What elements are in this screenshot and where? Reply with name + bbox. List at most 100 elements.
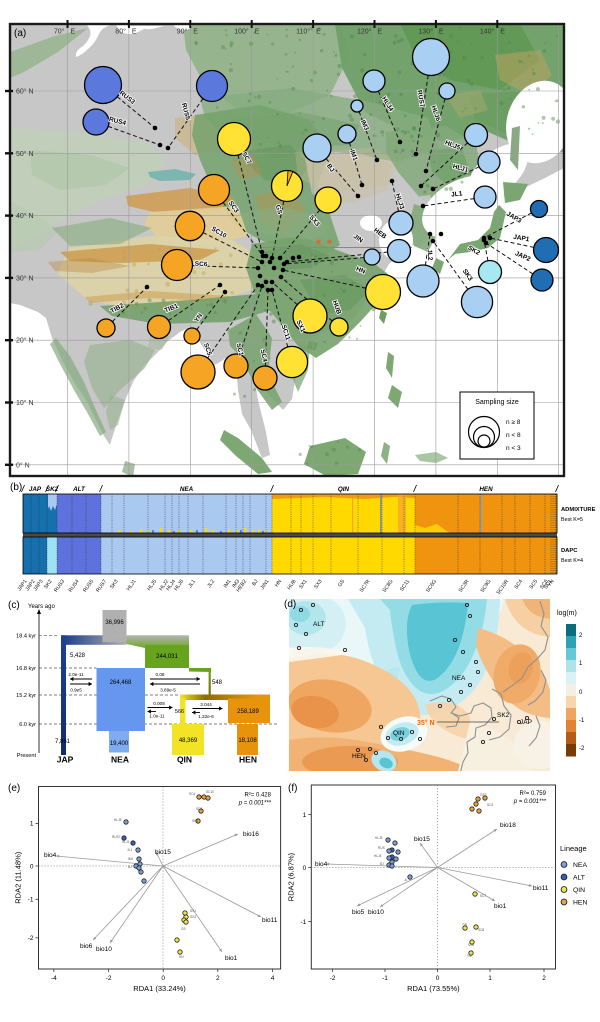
svg-text:JL1: JL1 [127,848,132,852]
svg-text:-1: -1 [382,975,388,982]
svg-text:bio18: bio18 [500,822,516,829]
svg-text:3.044: 3.044 [200,702,212,707]
svg-text:RUS7: RUS7 [416,90,426,109]
svg-text:(c): (c) [8,600,20,611]
svg-text:48,369: 48,369 [179,738,198,744]
svg-text:SC3: SC3 [196,807,202,811]
svg-text:0: 0 [579,690,583,696]
svg-text:GS: GS [337,578,347,588]
svg-text:100°: 100° [234,28,249,36]
svg-text:RDA1 (73.55%): RDA1 (73.55%) [407,984,460,993]
svg-text:RDA1 (33.24%): RDA1 (33.24%) [133,984,186,993]
svg-text:HLJ1: HLJ1 [126,579,138,592]
svg-text:n < 8: n < 8 [506,432,521,439]
svg-text:HEN: HEN [573,900,587,907]
svg-text:140°: 140° [480,28,495,36]
svg-text:NEA: NEA [180,486,194,493]
svg-text:BJ: BJ [128,865,132,869]
svg-text:HLJ4: HLJ4 [374,854,382,858]
svg-text:Lineage: Lineage [560,844,587,853]
svg-text:DAPC: DAPC [561,548,578,554]
svg-text:E: E [255,29,260,36]
svg-text:log(m): log(m) [557,610,577,617]
svg-text:244,031: 244,031 [156,654,178,660]
svg-text:HN: HN [274,579,283,589]
svg-text:TIB: TIB [462,923,467,927]
svg-text:2: 2 [542,975,546,982]
svg-text:GS2: GS2 [480,793,487,797]
svg-text:ALT: ALT [72,486,86,493]
svg-text:JL1: JL1 [451,190,463,198]
svg-text:SC8G: SC8G [382,579,395,594]
svg-text:QIN: QIN [338,486,350,493]
svg-text:SC1: SC1 [234,343,244,357]
svg-text:19,400: 19,400 [110,741,129,747]
svg-text:bio15: bio15 [414,836,430,843]
svg-text:bio15: bio15 [155,849,171,856]
svg-text:0.08: 0.08 [156,672,165,677]
svg-text:SC4: SC4 [259,349,269,363]
svg-text:-1: -1 [28,897,34,904]
svg-text:JAP: JAP [520,719,532,726]
svg-text:bio1: bio1 [494,903,507,910]
svg-text:RUS4: RUS4 [68,579,81,594]
svg-text:IM1: IM1 [128,857,134,861]
svg-text:QIN: QIN [573,887,585,894]
svg-text:SX1: SX1 [190,909,196,913]
svg-text:JAP: JAP [29,486,42,493]
svg-text:SX3: SX3 [313,579,324,591]
svg-text:E: E [71,29,76,36]
svg-text:R²= 0.759: R²= 0.759 [519,791,546,797]
svg-text:20° N: 20° N [16,337,34,345]
svg-text:E: E [439,29,444,36]
svg-text:p = 0.001***: p = 0.001*** [238,801,272,807]
svg-text:-2: -2 [28,935,34,942]
svg-text:HLJ5: HLJ5 [114,818,122,822]
svg-text:1: 1 [579,661,583,667]
svg-text:0: 0 [436,975,440,982]
svg-text:2: 2 [216,975,220,982]
svg-text:QIN: QIN [177,755,192,765]
svg-text:-1: -1 [579,718,585,724]
svg-text:15.2 kyr: 15.2 kyr [16,693,36,699]
svg-text:SC3: SC3 [487,803,493,807]
svg-text:bio10: bio10 [368,909,384,916]
svg-text:n < 3: n < 3 [506,445,521,452]
svg-text:-2: -2 [330,975,336,982]
svg-text:0.9e5: 0.9e5 [70,688,82,693]
svg-text:SC10R: SC10R [496,579,511,596]
svg-text:R²= 0.428: R²= 0.428 [244,793,271,799]
svg-text:SC4: SC4 [513,579,524,591]
svg-text:(f): (f) [288,783,297,794]
svg-text:1.0e-11: 1.0e-11 [149,714,165,719]
svg-text:p = 0.001***: p = 0.001*** [513,799,547,805]
svg-text:130°: 130° [418,28,433,36]
svg-text:-4: -4 [51,975,57,982]
svg-text:SC10: SC10 [206,790,214,794]
svg-text:-1: -1 [301,919,307,926]
svg-text:35° N: 35° N [417,719,435,727]
svg-text:JL: JL [404,878,408,882]
svg-text:SC1: SC1 [543,579,554,591]
svg-text:bio5: bio5 [352,909,365,916]
svg-text:1: 1 [488,975,492,982]
svg-text:HEN: HEN [352,753,366,760]
svg-text:JAP: JAP [57,755,74,765]
svg-text:264,468: 264,468 [110,680,132,686]
svg-text:✱: ✱ [327,239,332,246]
svg-text:SC9G: SC9G [480,579,493,594]
svg-text:1: 1 [30,821,34,828]
svg-text:E: E [500,29,505,36]
svg-text:SK2: SK2 [43,579,54,591]
svg-text:(d): (d) [284,599,296,610]
svg-text:Present: Present [17,753,37,759]
svg-text:(a): (a) [14,28,26,39]
svg-text:0: 0 [303,865,307,872]
svg-text:HLJ2: HLJ2 [158,579,170,592]
svg-text:0: 0 [30,863,34,870]
svg-text:-2: -2 [106,975,112,982]
svg-text:bio6: bio6 [80,943,93,950]
svg-text:1.32e-6: 1.32e-6 [198,714,214,719]
svg-text:bio16: bio16 [243,831,259,838]
svg-text:IM1: IM1 [223,579,233,590]
